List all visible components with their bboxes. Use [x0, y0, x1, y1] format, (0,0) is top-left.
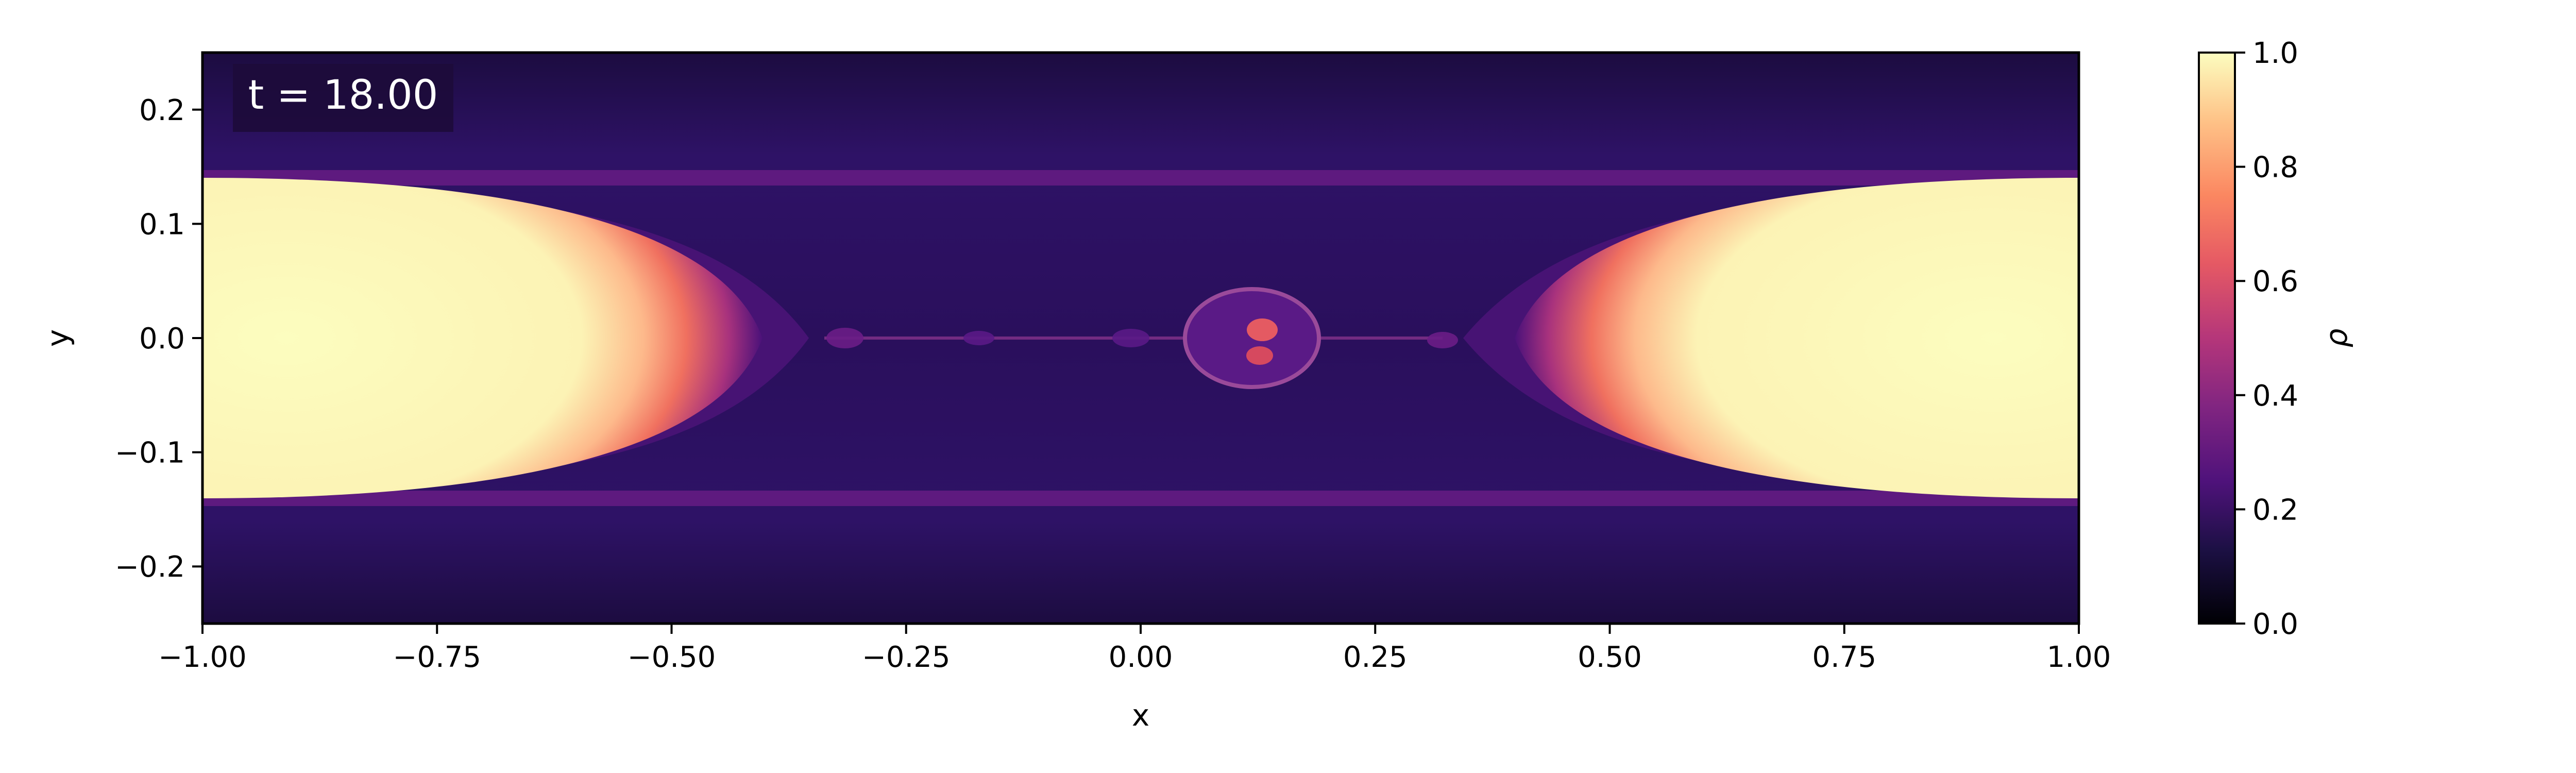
x-tick-label: −0.50: [628, 641, 716, 674]
x-tick-label: −1.00: [158, 641, 247, 674]
y-tick-label: 0.1: [139, 208, 185, 241]
x-tick-label: 1.00: [2047, 641, 2111, 674]
y-tick-label: 0.0: [139, 322, 185, 356]
y-axis-label: y: [40, 329, 75, 347]
x-axis: −1.00 −0.75 −0.50 −0.25 0.00 0.25 0.50 0.75 1.00: [158, 624, 2111, 674]
x-tick-label: 0.50: [1578, 641, 1642, 674]
x-tick-label: 0.25: [1343, 641, 1408, 674]
x-tick-label: −0.25: [862, 641, 951, 674]
colorbar-tick-label: 1.0: [2252, 37, 2298, 70]
y-tick-label: 0.2: [139, 94, 185, 127]
density-heatmap: [202, 53, 2079, 624]
x-axis-label: x: [1132, 698, 1149, 733]
colorbar-label: ρ: [2319, 328, 2354, 347]
x-tick-label: 0.75: [1812, 641, 1876, 674]
colorbar-frame: [2198, 52, 2236, 625]
colorbar-tick-label: 0.0: [2252, 608, 2298, 641]
x-tick-label: −0.75: [393, 641, 481, 674]
y-tick-label: −0.2: [115, 550, 185, 584]
time-annotation-box: [233, 64, 453, 132]
colorbar-tick-label: 0.8: [2252, 151, 2298, 184]
x-tick-label: 0.00: [1109, 641, 1173, 674]
y-tick-label: −0.1: [115, 436, 185, 470]
colorbar-tick-label: 0.4: [2252, 379, 2298, 413]
colorbar-tick-label: 0.2: [2252, 493, 2298, 527]
colorbar: [2199, 53, 2235, 624]
time-annotation: t = 18.00: [248, 72, 438, 119]
colorbar-tick-label: 0.6: [2252, 265, 2298, 298]
colorbar-axis: 1.0 0.8 0.6 0.4 0.2 0.0: [2235, 37, 2298, 641]
y-axis: 0.2 0.1 0.0 −0.1 −0.2: [115, 94, 202, 584]
